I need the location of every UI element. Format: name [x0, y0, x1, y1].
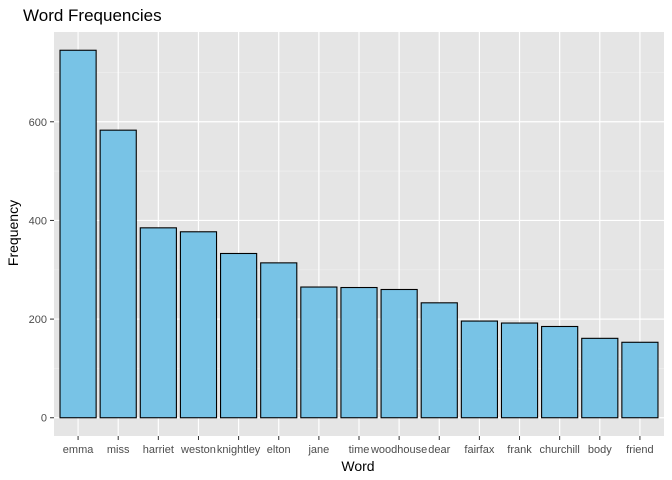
- x-tick-label: fairfax: [464, 444, 494, 456]
- y-axis: 0 200 400 600: [29, 117, 54, 425]
- x-axis: emma miss harriet weston knightley elton jane t…: [63, 436, 654, 456]
- bar-friend: [621, 341, 659, 419]
- y-tick-label: 400: [29, 215, 47, 227]
- x-tick-label: frank: [507, 444, 532, 456]
- x-tick-label: dear: [428, 444, 450, 456]
- bar-frank: [500, 322, 539, 419]
- bar-churchill: [541, 325, 579, 419]
- bar-knightley: [219, 252, 258, 419]
- x-tick-label: weston: [180, 444, 216, 456]
- bar-woodhouse: [380, 288, 418, 419]
- x-tick-label: jane: [307, 444, 329, 456]
- y-axis-title: Frequency: [5, 200, 21, 266]
- bar-weston: [179, 231, 218, 419]
- bar-elton: [260, 262, 298, 419]
- x-tick-label: woodhouse: [370, 444, 427, 456]
- x-tick-label: elton: [267, 444, 291, 456]
- x-tick-label: churchill: [539, 444, 579, 456]
- x-tick-label: body: [588, 444, 612, 456]
- bar-miss: [99, 129, 137, 419]
- bar-fairfax: [460, 320, 499, 419]
- bar-body: [581, 337, 619, 419]
- bar-emma: [59, 49, 97, 419]
- bar-harriet: [139, 227, 177, 419]
- x-tick-label: emma: [63, 444, 94, 456]
- bars: [59, 49, 659, 419]
- x-tick-label: time: [349, 444, 370, 456]
- bar-dear: [420, 302, 458, 419]
- x-tick-label: friend: [626, 444, 654, 456]
- bar-time: [340, 286, 378, 419]
- chart-title: Word Frequencies: [23, 6, 162, 25]
- x-tick-label: miss: [107, 444, 130, 456]
- y-tick-label: 200: [29, 314, 47, 326]
- y-tick-label: 600: [29, 117, 47, 129]
- x-axis-title: Word: [341, 458, 374, 474]
- x-tick-label: knightley: [217, 444, 261, 456]
- x-tick-label: harriet: [143, 444, 174, 456]
- bar-jane: [300, 286, 338, 419]
- y-tick-label: 0: [41, 413, 47, 425]
